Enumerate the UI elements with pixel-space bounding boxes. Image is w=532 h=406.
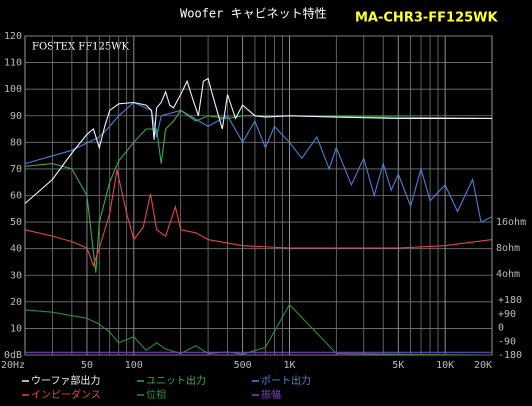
legend-label: インピーダンス <box>31 388 101 401</box>
series-line <box>24 77 492 204</box>
y2-tick-label: 8ohm <box>496 243 520 254</box>
x-tick-label: 50 <box>81 360 93 371</box>
series-line <box>24 169 493 268</box>
x-tick-label: 1K <box>283 360 295 371</box>
y-tick-label: 50 <box>10 217 22 228</box>
chart-title: Woofer キャビネット特性 <box>180 6 327 21</box>
legend-label: ユニット出力 <box>146 374 206 387</box>
legend-label: 振幅 <box>261 388 281 401</box>
model-label: MA-CHR3-FF125WK <box>355 11 499 26</box>
legend-label: 位相 <box>146 388 166 401</box>
y-tick-label: 80 <box>10 137 22 148</box>
y-tick-label: 60 <box>10 191 22 202</box>
y-tick-label: 10 <box>10 323 22 334</box>
y-tick-label: 0dB <box>4 350 22 361</box>
legend-label: ウーファ部出力 <box>31 374 100 387</box>
y3-tick-label: +180 <box>498 295 522 306</box>
x-tick-label: 5K <box>392 360 404 371</box>
y-tick-label: 20 <box>10 297 22 308</box>
y-tick-label: 110 <box>4 58 22 69</box>
y-tick-label: 100 <box>4 84 22 95</box>
x-tick-label: 100 <box>125 360 143 371</box>
y-tick-label: 120 <box>4 31 22 42</box>
series-line <box>24 303 493 356</box>
y-tick-label: 40 <box>10 244 22 255</box>
x-tick-label: 20Hz <box>1 360 25 371</box>
x-tick-label: 500 <box>234 360 252 371</box>
y2-tick-label: 16ohm <box>496 217 526 228</box>
x-tick-label: 20K <box>474 360 492 371</box>
y3-tick-label: 0 <box>498 323 504 334</box>
y2-tick-label: 4ohm <box>496 269 520 280</box>
y3-tick-label: -90 <box>498 336 516 347</box>
annotation: FOSTEX FF125WK <box>32 42 129 53</box>
y-tick-label: 30 <box>10 270 22 281</box>
x-tick-label: 10K <box>436 360 454 371</box>
series-line <box>24 109 493 273</box>
series-line <box>24 101 493 223</box>
y-tick-label: 70 <box>10 164 22 175</box>
y3-tick-label: +90 <box>498 309 516 320</box>
legend-label: ポート出力 <box>261 374 311 387</box>
y-tick-label: 90 <box>10 111 22 122</box>
y3-tick-label: -180 <box>498 350 522 361</box>
